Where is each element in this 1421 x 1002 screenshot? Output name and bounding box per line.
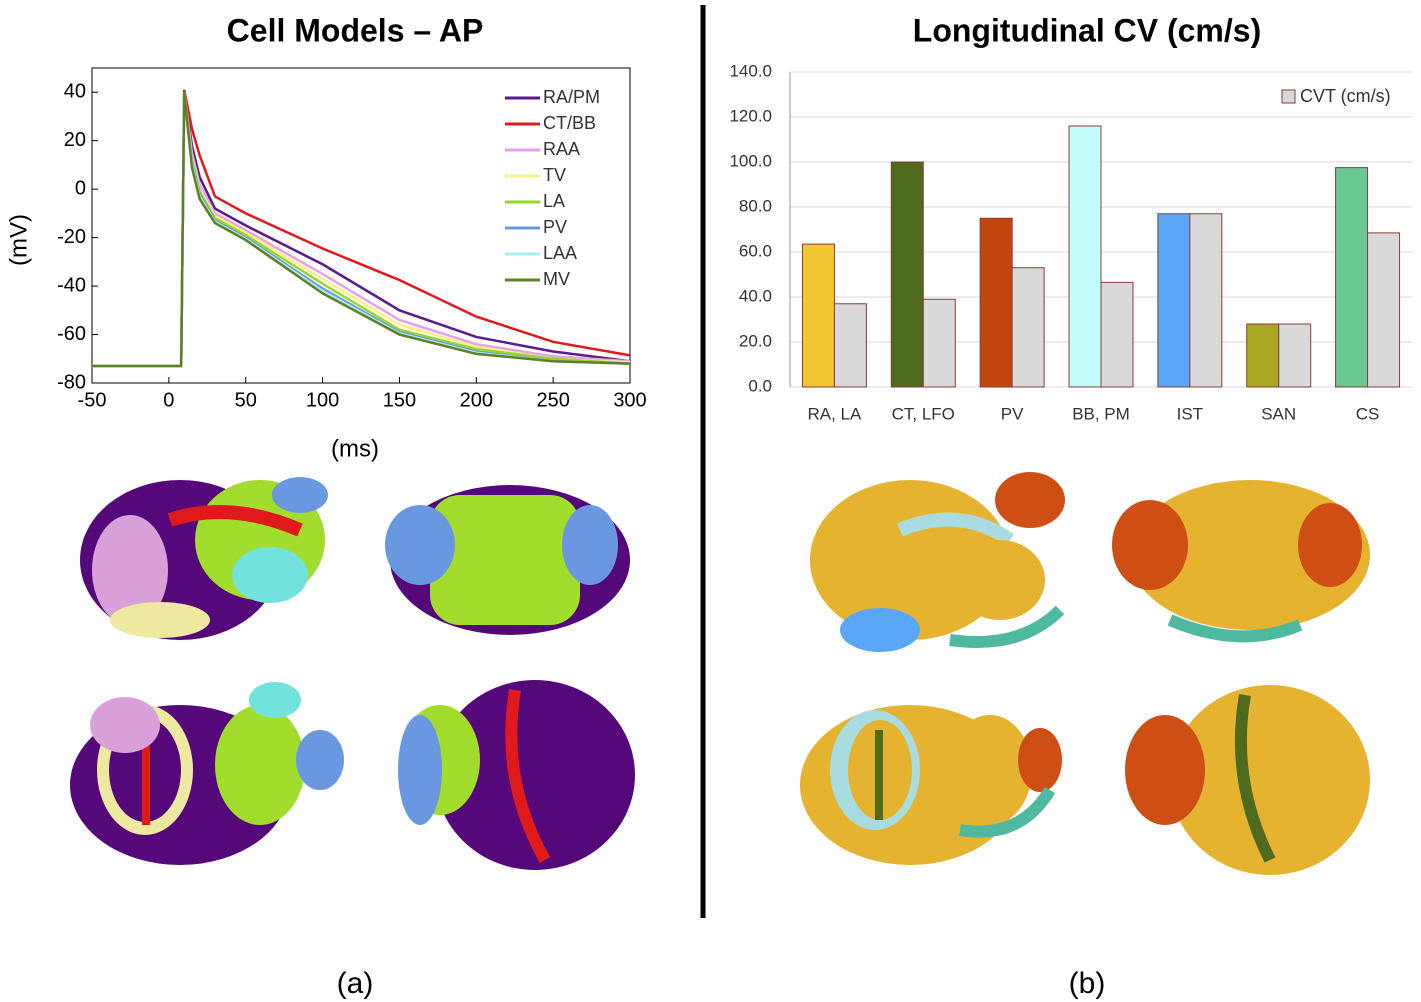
x-tick-label: 250 [536, 389, 569, 411]
bar [1335, 167, 1369, 388]
x-tick-label: -50 [78, 389, 107, 411]
x-tick-label: BB, PM [1072, 404, 1130, 423]
legend-label: CVT (cm/s) [1300, 86, 1391, 106]
x-tick-label: PV [1001, 404, 1024, 423]
y-tick-label: 140.0 [729, 61, 772, 80]
bar [979, 217, 1013, 388]
panel-label: (a) [337, 967, 374, 1000]
legend-label: TV [543, 165, 566, 185]
ap-line [92, 92, 631, 368]
legend-label: LAA [543, 243, 577, 263]
x-tick-label: 50 [235, 389, 257, 411]
x-tick-label: 100 [306, 389, 339, 411]
y-tick-label: 60.0 [739, 241, 772, 260]
bar [1189, 213, 1223, 388]
y-tick-label: 40.0 [739, 286, 772, 305]
x-tick-label: RA, LA [807, 404, 862, 423]
x-tick-label: 0 [163, 389, 174, 411]
bar [1157, 213, 1191, 388]
x-tick-label: IST [1177, 404, 1203, 423]
x-axis-label: (ms) [331, 435, 379, 462]
y-tick-label: -60 [57, 323, 86, 345]
y-tick-label: -80 [57, 371, 86, 393]
y-tick-label: 0 [75, 177, 86, 199]
chart-title: Cell Models – AP [227, 12, 484, 48]
bar [1100, 281, 1134, 388]
x-tick-label: CT, LFO [892, 404, 955, 423]
y-tick-label: 40 [64, 81, 86, 103]
legend-label: RA/PM [543, 87, 600, 107]
legend-swatch [1281, 89, 1296, 104]
y-axis-label: (mV) [5, 214, 32, 266]
y-tick-label: 0.0 [748, 376, 772, 395]
bar [1367, 232, 1401, 388]
bar [1068, 125, 1102, 388]
legend-label: CT/BB [543, 113, 596, 133]
x-tick-label: SAN [1261, 404, 1296, 423]
y-tick-label: 80.0 [739, 196, 772, 215]
bar [1278, 323, 1312, 388]
bar [1011, 267, 1045, 388]
bar [833, 303, 867, 388]
y-tick-label: 100.0 [729, 151, 772, 170]
legend-label: MV [543, 269, 570, 289]
y-tick-label: 20.0 [739, 331, 772, 350]
y-tick-label: 120.0 [729, 106, 772, 125]
x-tick-label: 300 [613, 389, 646, 411]
plot-frame [91, 67, 631, 384]
legend-label: PV [543, 217, 567, 237]
bar [922, 298, 956, 388]
panel-label: (b) [1069, 967, 1106, 1000]
legend-label: RAA [543, 139, 580, 159]
x-tick-label: 150 [383, 389, 416, 411]
bar [801, 243, 835, 388]
bar [890, 161, 924, 388]
y-tick-label: -40 [57, 274, 86, 296]
y-tick-label: -20 [57, 226, 86, 248]
heart-renderings-b [800, 472, 1370, 875]
legend-label: LA [543, 191, 565, 211]
chart-title: Longitudinal CV (cm/s) [913, 12, 1261, 48]
y-tick-label: 20 [64, 129, 86, 151]
bar [1246, 323, 1280, 388]
heart-renderings-a [70, 477, 635, 870]
x-tick-label: CS [1356, 404, 1380, 423]
x-tick-label: 200 [460, 389, 493, 411]
